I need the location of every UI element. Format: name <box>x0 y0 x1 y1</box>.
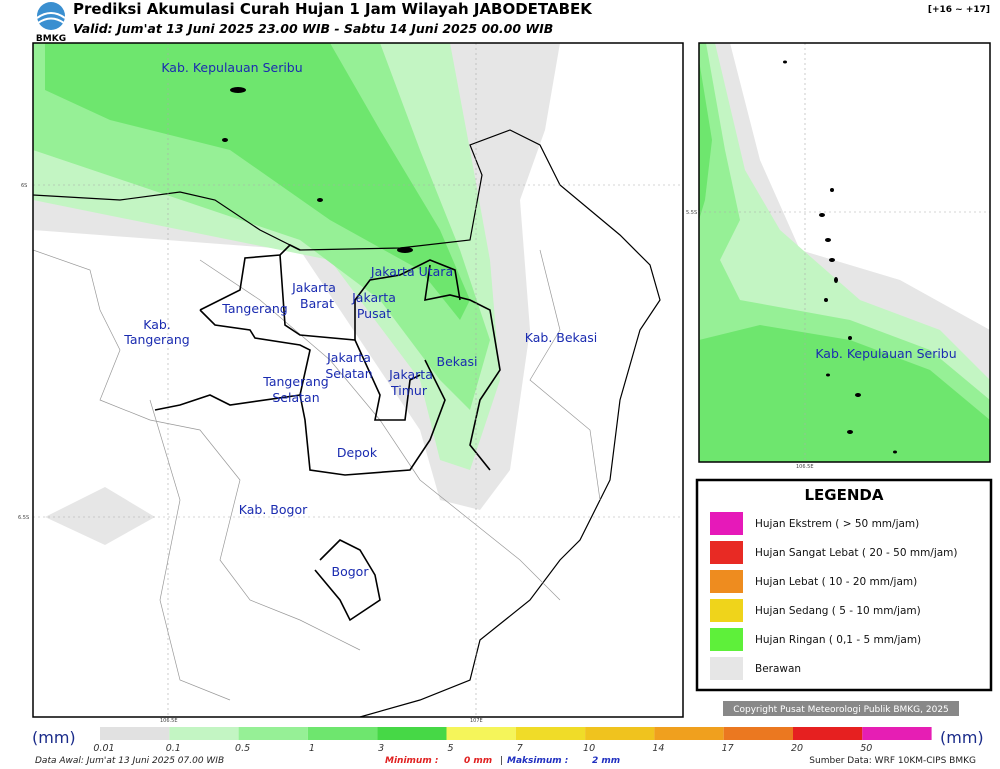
colorbar-segment <box>446 727 516 740</box>
colorbar-segment <box>862 727 932 740</box>
legend-swatch <box>710 570 743 593</box>
grid-label: 106.5E <box>160 718 177 724</box>
region-label: Bekasi <box>437 354 478 369</box>
colorbar-segment <box>585 727 655 740</box>
legend-title: LEGENDA <box>805 486 884 504</box>
colorbar-segment <box>654 727 724 740</box>
unit-right: (mm) <box>940 728 984 747</box>
colorbar-label: 5 <box>447 743 453 754</box>
region-label: Kab. Bogor <box>239 502 308 517</box>
legend-box <box>695 478 993 692</box>
grid-label: 6.5S <box>18 515 29 521</box>
colorbar-segment <box>515 727 586 740</box>
source: Sumber Data: WRF 10KM-CIPS BMKG <box>809 756 976 766</box>
region-label: Tangerang <box>262 374 328 389</box>
colorbar-label: 20 <box>791 743 803 754</box>
legend-label: Hujan Lebat ( 10 - 20 mm/jam) <box>755 576 917 588</box>
main-map: Kab. Kepulauan Seribu Jakarta Utara Jaka… <box>33 43 683 717</box>
subtitle: Valid: Jum'at 13 Juni 2025 23.00 WIB - S… <box>73 21 553 36</box>
unit-left: (mm) <box>32 728 76 747</box>
legend-label: Hujan Sedang ( 5 - 10 mm/jam) <box>755 605 921 617</box>
region-label: Jakarta <box>291 280 336 295</box>
colorbar-label: 50 <box>860 743 872 754</box>
colorbar-segment <box>100 727 170 740</box>
region-label: Tangerang <box>221 301 287 316</box>
colorbar-label: 1 <box>309 743 315 754</box>
region-label: Pusat <box>357 306 391 321</box>
colorbar-label: 0.01 <box>93 743 114 754</box>
logo: BMKG <box>36 2 66 44</box>
colorbar-label: 10 <box>583 743 595 754</box>
region-label: Selatan <box>325 366 372 381</box>
region-label: Selatan <box>272 390 319 405</box>
grid-label: 6S <box>21 183 27 189</box>
logo-text: BMKG <box>36 34 66 44</box>
colorbar-label: 7 <box>517 743 523 754</box>
legend-label: Hujan Sangat Lebat ( 20 - 50 mm/jam) <box>755 547 958 559</box>
region-label: Jakarta <box>326 350 371 365</box>
max-label: Maksimum : <box>507 756 568 766</box>
colorbar-segment <box>377 727 447 740</box>
min-value: 0 mm <box>464 756 492 766</box>
min-label: Minimum : <box>385 756 438 766</box>
colorbar-label: 0.5 <box>235 743 250 754</box>
grid-label: 107E <box>470 718 483 724</box>
region-label: Tangerang <box>123 332 189 347</box>
legend-swatch <box>710 541 743 564</box>
region-label: Kab. Kepulauan Seribu <box>161 60 302 75</box>
inset-frame <box>698 42 991 463</box>
grid-label: 106.5E <box>796 464 813 470</box>
legend-swatch <box>710 599 743 622</box>
colorbar-label: 3 <box>378 743 384 754</box>
step: [+16 ~ +17] <box>928 5 990 15</box>
region-label: Kab. Kepulauan Seribu <box>815 346 956 361</box>
legend-swatch <box>710 512 743 535</box>
legend-swatch <box>710 657 743 680</box>
data-awal: Data Awal: Jum'at 13 Juni 2025 07.00 WIB <box>35 756 224 766</box>
main-frame <box>32 42 684 718</box>
separator: | <box>500 756 503 766</box>
region-label: Jakarta <box>351 290 396 305</box>
legend-label: Berawan <box>755 663 801 675</box>
colorbar-segment <box>169 727 239 740</box>
copyright-box <box>723 701 959 716</box>
legend-label: Hujan Ringan ( 0,1 - 5 mm/jam) <box>755 634 921 646</box>
legend-items: Hujan Ekstrem ( > 50 mm/jam) Hujan Sangat… <box>710 512 958 680</box>
region-label: Jakarta <box>388 367 433 382</box>
colorbar-label: 17 <box>722 743 734 754</box>
region-label: Depok <box>337 445 378 460</box>
region-label: Timur <box>390 383 428 398</box>
region-label: Kab. Bekasi <box>525 330 597 345</box>
region-label: Jakarta Utara <box>370 264 453 279</box>
copyright: Copyright Pusat Meteorologi Publik BMKG,… <box>733 705 949 715</box>
legend-label: Hujan Ekstrem ( > 50 mm/jam) <box>755 518 919 530</box>
max-value: 2 mm <box>592 756 620 766</box>
legend-swatch <box>710 628 743 651</box>
region-label: Kab. <box>143 317 171 332</box>
region-label: Bogor <box>332 564 370 579</box>
colorbar-segment <box>307 727 378 740</box>
colorbar-label: 0.1 <box>166 743 181 754</box>
region-label: Barat <box>300 296 334 311</box>
colorbar-segment <box>238 727 308 740</box>
grid-label: 5.5S <box>686 210 697 216</box>
title: Prediksi Akumulasi Curah Hujan 1 Jam Wil… <box>73 0 593 18</box>
colorbar-label: 14 <box>652 743 664 754</box>
colorbar: 0.01 0.1 0.5 1 3 5 7 10 14 17 20 50 <box>93 727 932 754</box>
colorbar-segment <box>723 727 793 740</box>
colorbar-segment <box>793 727 863 740</box>
inset-map: Kab. Kepulauan Seribu <box>699 43 990 462</box>
